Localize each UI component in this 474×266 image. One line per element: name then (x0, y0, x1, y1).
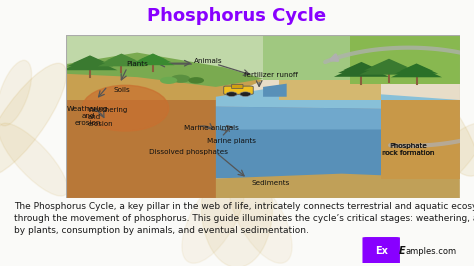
Text: Weathering
and
erosion: Weathering and erosion (67, 106, 109, 126)
Polygon shape (400, 64, 433, 71)
FancyBboxPatch shape (363, 237, 400, 264)
Polygon shape (344, 62, 379, 70)
Polygon shape (350, 35, 460, 84)
Polygon shape (334, 64, 389, 77)
Circle shape (188, 77, 204, 84)
Polygon shape (381, 100, 460, 178)
Text: Dissolved phosphates: Dissolved phosphates (149, 149, 228, 155)
Circle shape (240, 92, 251, 96)
Polygon shape (364, 60, 414, 70)
Text: Soils: Soils (113, 87, 130, 93)
Ellipse shape (0, 123, 68, 196)
Ellipse shape (201, 148, 273, 266)
Polygon shape (63, 58, 118, 70)
Ellipse shape (393, 63, 474, 176)
Polygon shape (66, 59, 263, 100)
Polygon shape (263, 84, 287, 97)
Polygon shape (72, 55, 108, 63)
Polygon shape (216, 107, 460, 178)
Text: Marine animals: Marine animals (184, 125, 239, 131)
Ellipse shape (416, 123, 474, 196)
Ellipse shape (0, 60, 32, 126)
Text: Ex: Ex (375, 246, 388, 256)
Ellipse shape (229, 173, 292, 263)
Polygon shape (139, 53, 167, 60)
Polygon shape (66, 35, 263, 100)
Polygon shape (106, 53, 137, 60)
Polygon shape (359, 61, 419, 75)
Text: Animals: Animals (194, 58, 222, 64)
Text: Phosphate
rock formation: Phosphate rock formation (383, 143, 434, 156)
Text: Sediments: Sediments (252, 180, 290, 186)
Polygon shape (131, 55, 174, 65)
Polygon shape (216, 107, 460, 130)
Polygon shape (98, 56, 145, 66)
Ellipse shape (82, 85, 169, 131)
Polygon shape (395, 64, 438, 74)
Polygon shape (279, 80, 381, 100)
Polygon shape (263, 35, 460, 80)
Polygon shape (66, 56, 113, 66)
Ellipse shape (0, 63, 66, 176)
Polygon shape (66, 100, 216, 198)
Circle shape (160, 77, 177, 84)
Text: Plants: Plants (126, 61, 148, 67)
Text: E: E (399, 246, 406, 256)
Polygon shape (101, 54, 142, 63)
Polygon shape (66, 35, 460, 198)
Text: Phosphate
rock formation: Phosphate rock formation (383, 143, 435, 156)
Polygon shape (370, 59, 408, 67)
Text: fertilizer runoff: fertilizer runoff (244, 72, 298, 78)
Polygon shape (216, 87, 460, 110)
Polygon shape (135, 54, 171, 62)
Circle shape (226, 92, 237, 96)
Polygon shape (216, 174, 460, 198)
Circle shape (171, 75, 190, 83)
Text: The Phosphorus Cycle, a key pillar in the web of life, intricately connects terr: The Phosphorus Cycle, a key pillar in th… (14, 202, 474, 235)
FancyBboxPatch shape (232, 84, 243, 89)
Polygon shape (66, 53, 263, 87)
Text: amples.com: amples.com (405, 247, 456, 256)
FancyBboxPatch shape (224, 86, 253, 94)
Text: Phosphorus Cycle: Phosphorus Cycle (147, 7, 327, 25)
Text: Marine plants: Marine plants (207, 138, 256, 144)
Ellipse shape (182, 173, 245, 263)
Text: Weathering
and
erosion: Weathering and erosion (88, 107, 128, 127)
Polygon shape (338, 63, 385, 73)
Polygon shape (391, 66, 442, 77)
